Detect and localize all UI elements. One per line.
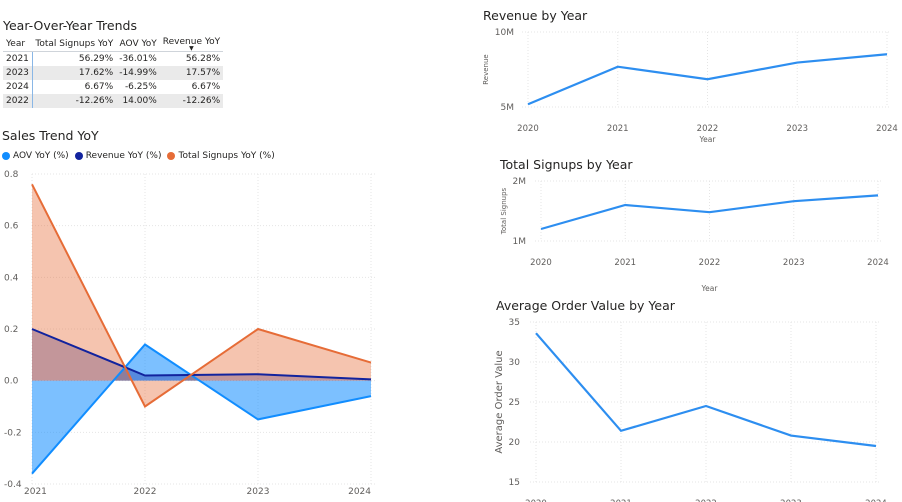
x-tick-label: 2023: [783, 258, 805, 268]
x-tick-label: 2024: [865, 499, 887, 502]
y-tick-label: 25: [509, 398, 520, 408]
y-axis-title: Average Order Value: [494, 350, 505, 453]
x-tick-label: 2024: [876, 124, 898, 134]
legend-label: Revenue YoY (%): [85, 151, 162, 161]
series-line: [535, 332, 877, 448]
column-header-year[interactable]: Year: [3, 37, 33, 52]
series-line-revenue: [31, 328, 372, 381]
x-tick-label: 2021: [614, 258, 636, 268]
yoy-table-title: Year-Over-Year Trends: [3, 18, 137, 33]
column-header-aov-yoy[interactable]: AOV YoY: [116, 37, 160, 52]
revenue-chart-title: Revenue by Year: [483, 8, 588, 23]
y-tick-label: 15: [509, 478, 520, 488]
table-cell: 17.57%: [159, 66, 224, 80]
x-tick-label: 2021: [24, 487, 47, 497]
table-cell: 56.29%: [78, 54, 114, 64]
legend-item-revenue[interactable]: Revenue YoY (%): [74, 151, 162, 161]
series-line: [540, 194, 879, 231]
table-cell: 2024: [3, 80, 33, 94]
y-tick-label: 20: [509, 438, 521, 448]
series-line: [527, 53, 888, 106]
x-tick-label: 2023: [786, 124, 808, 134]
y-axis-title: Revenue: [482, 54, 490, 85]
y-axis-title: Total Signups: [500, 187, 508, 235]
column-header-label: Revenue YoY: [162, 37, 221, 47]
x-axis-title: Year: [701, 284, 719, 293]
legend-dot-icon: [167, 152, 176, 160]
x-tick-label: 2022: [699, 258, 721, 268]
table-cell: 2021: [3, 51, 33, 66]
x-tick-label: 2024: [348, 487, 371, 497]
aov-chart-title: Average Order Value by Year: [496, 298, 675, 313]
y-tick-label: 0.8: [4, 170, 19, 180]
legend-dot-icon: [74, 152, 83, 160]
y-tick-label: 35: [509, 318, 520, 328]
table-cell: 6.67%: [84, 82, 114, 92]
x-tick-label: 2022: [697, 124, 719, 134]
table-cell: -36.01%: [119, 54, 157, 64]
x-tick-label: 2021: [610, 499, 632, 502]
series-line-signups: [31, 183, 372, 408]
y-tick-label: 0.4: [4, 273, 19, 283]
legend-item-aov[interactable]: AOV YoY (%): [2, 151, 69, 161]
y-tick-label: -0.2: [4, 428, 22, 438]
x-tick-label: 2022: [134, 487, 157, 497]
sales-trend-legend: AOV YoY (%) Revenue YoY (%) Total Signup…: [2, 151, 275, 161]
table-row[interactable]: 2021 56.29% -36.01% 56.28%: [3, 51, 223, 66]
table-cell: 2022: [3, 94, 33, 108]
y-tick-label: 5M: [501, 103, 515, 113]
y-tick-label: 0.2: [4, 325, 18, 335]
x-tick-label: 2020: [517, 124, 539, 134]
table-cell: 14.00%: [116, 94, 160, 108]
series-line-aov: [31, 343, 372, 475]
sales-trend-title: Sales Trend YoY: [2, 128, 99, 143]
legend-label: AOV YoY (%): [13, 151, 69, 161]
x-tick-label: 2020: [530, 258, 552, 268]
y-tick-label: 0.6: [4, 222, 19, 232]
legend-label: Total Signups YoY (%): [178, 151, 275, 161]
signups-chart-title: Total Signups by Year: [500, 157, 633, 172]
table-cell: -12.26%: [32, 94, 117, 108]
table-row[interactable]: 2022 -12.26% 14.00% -12.26%: [3, 94, 224, 108]
area-fill-revenue: [32, 329, 371, 381]
x-tick-label: 2023: [247, 487, 270, 497]
x-tick-label: 2024: [867, 258, 889, 268]
y-tick-label: 10M: [495, 28, 514, 38]
y-tick-label: 1M: [513, 237, 527, 247]
legend-dot-icon: [2, 152, 10, 160]
yoy-table: Year Total Signups YoY AOV YoY Revenue Y…: [3, 37, 224, 108]
y-tick-label: -0.4: [4, 480, 22, 490]
y-tick-label: 0.0: [4, 377, 19, 387]
table-row[interactable]: 2023 17.62% -14.99% 17.57%: [3, 66, 224, 80]
table-cell: -14.99%: [116, 66, 160, 80]
x-tick-label: 2020: [525, 499, 547, 502]
x-tick-label: 2023: [780, 499, 802, 502]
area-fill-aov: [32, 344, 371, 474]
table-row[interactable]: 2024 6.67% -6.25% 6.67%: [3, 80, 223, 94]
table-cell: 6.67%: [191, 82, 221, 92]
table-cell: 2023: [3, 66, 33, 80]
x-axis-title: Year: [699, 135, 717, 144]
column-header-total-signups-yoy[interactable]: Total Signups YoY: [32, 37, 117, 52]
legend-item-signups[interactable]: Total Signups YoY (%): [167, 151, 275, 161]
x-tick-label: 2022: [695, 499, 717, 502]
y-tick-label: 30: [509, 358, 521, 368]
table-cell: 17.62%: [32, 66, 117, 80]
y-tick-label: 2M: [513, 177, 527, 187]
table-cell: -6.25%: [124, 82, 157, 92]
table-cell: -12.26%: [159, 94, 224, 108]
column-header-revenue-yoy[interactable]: Revenue YoY ▼: [159, 37, 224, 52]
area-fill-signups: [32, 184, 371, 407]
table-header-row: Year Total Signups YoY AOV YoY Revenue Y…: [3, 37, 224, 52]
x-tick-label: 2021: [607, 124, 629, 134]
table-cell: 56.28%: [185, 54, 221, 64]
sort-descending-icon[interactable]: ▼: [189, 45, 194, 52]
